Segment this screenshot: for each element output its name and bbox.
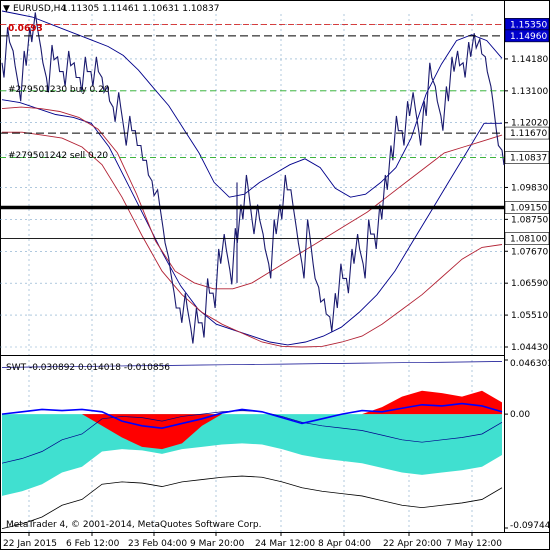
price-tick-label: 1.08750 <box>511 215 548 225</box>
price-series <box>1 12 505 344</box>
price-level-box <box>504 126 550 140</box>
spread-value: 0.0693 <box>8 24 43 34</box>
ohlc-label: 1.11305 1.11461 1.10631 1.10837 <box>62 4 219 14</box>
price-level-box <box>504 232 550 245</box>
swt-title: SWT -0.030892 0.014018 -0.010856 <box>6 363 170 373</box>
price-level-box <box>504 151 550 164</box>
price-level-label: 1.09150 <box>510 204 547 214</box>
order-label-buy: #279501230 buy 0.20 <box>8 85 110 95</box>
swt-red-area <box>2 390 502 450</box>
time-tick-label: 23 Feb 04:00 <box>128 539 187 549</box>
swt-top-line <box>1 361 503 368</box>
price-tick-label: 1.07670 <box>511 247 548 257</box>
time-tick-label: 22 Apr 20:00 <box>383 539 442 549</box>
swt-indicator <box>1 361 503 530</box>
symbol-label: EURUSD,H4 <box>13 4 66 14</box>
copyright-text: MetaTrader 4, © 2001-2014, MetaQuotes So… <box>6 520 262 530</box>
price-level-label: 1.15350 <box>510 20 547 30</box>
price-tick-label: 1.12020 <box>511 119 548 129</box>
order-label-sell: #279501242 sell 0.20 <box>8 151 108 161</box>
price-tick-label: 1.09830 <box>511 183 548 193</box>
time-tick-label: 22 Jan 2015 <box>3 539 57 549</box>
price-level-box <box>504 29 550 43</box>
price-tick-label: 1.06590 <box>511 279 548 289</box>
band-outer-upper <box>1 106 503 290</box>
level-lines <box>0 23 504 240</box>
price-chart <box>1 10 505 348</box>
time-tick-label: 9 Mar 20:00 <box>190 539 245 549</box>
price-level-label: 1.11670 <box>510 129 547 139</box>
time-tick-label: 8 Apr 04:00 <box>318 539 371 549</box>
time-axis: 22 Jan 2015 6 Feb 12:00 23 Feb 04:00 9 Mar … <box>3 532 502 549</box>
swt-main-line <box>1 402 503 429</box>
swt-tick-label: 0.046301 <box>510 359 550 369</box>
price-tick-label: 1.04430 <box>511 343 548 353</box>
price-level-label: 1.10837 <box>510 154 547 164</box>
time-tick-label: 6 Feb 12:00 <box>66 539 120 549</box>
price-level-label: 1.14960 <box>510 32 547 42</box>
swt-tick-label: 0.00 <box>510 410 530 420</box>
swt-lower-line <box>1 475 503 530</box>
band-inner-upper <box>1 10 503 198</box>
price-tick-label: 1.13100 <box>511 87 548 97</box>
time-tick-label: 24 Mar 12:00 <box>255 539 315 549</box>
band-outer-lower <box>2 131 503 348</box>
chart-title-icon: ▼ <box>3 4 10 14</box>
price-level-label: 1.08100 <box>510 235 547 245</box>
price-axis: 1.153501.141801.131001.120201.109301.098… <box>504 18 550 353</box>
price-tick-label: 1.14180 <box>511 55 548 65</box>
time-tick-label: 7 May 12:00 <box>446 539 502 549</box>
price-level-box <box>504 201 550 214</box>
price-tick-label: 1.05510 <box>511 311 548 321</box>
